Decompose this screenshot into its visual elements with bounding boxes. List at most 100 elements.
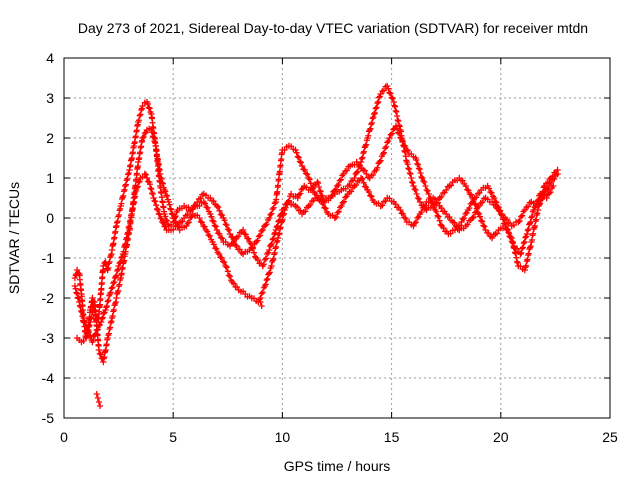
y-tick-label: 2: [46, 130, 54, 146]
x-tick-label: 15: [384, 429, 400, 445]
data-marker: [259, 289, 266, 296]
data-marker: [479, 199, 486, 206]
data-marker: [525, 203, 532, 210]
data-marker: [392, 201, 399, 207]
data-marker: [417, 170, 424, 176]
data-marker: [262, 281, 269, 288]
data-point: [541, 190, 548, 198]
y-tick-label: 3: [46, 90, 54, 106]
data-marker: [125, 170, 132, 177]
data-marker: [392, 107, 399, 114]
data-marker: [136, 178, 143, 185]
data-marker: [186, 208, 193, 215]
data-marker: [481, 223, 488, 230]
data-marker: [527, 243, 534, 250]
data-marker: [272, 245, 279, 252]
data-marker: [92, 330, 99, 337]
data-marker: [104, 298, 111, 305]
data-marker: [85, 328, 92, 335]
data-marker: [414, 214, 421, 221]
data-marker: [520, 208, 527, 215]
data-marker: [396, 122, 403, 129]
data-marker: [399, 210, 406, 217]
data-marker: [268, 210, 275, 217]
data-marker: [260, 284, 267, 291]
data-marker: [375, 98, 382, 105]
data-marker: [311, 189, 318, 196]
data-marker: [152, 138, 158, 145]
data-marker: [519, 244, 526, 251]
data-marker: [247, 240, 254, 247]
data-marker: [316, 187, 323, 194]
data-marker: [269, 206, 276, 213]
data-marker: [168, 210, 175, 217]
data-marker: [209, 217, 216, 224]
data-marker: [108, 318, 115, 325]
data-marker: [205, 195, 212, 202]
data-marker: [226, 273, 233, 280]
data-marker: [188, 213, 195, 220]
data-marker: [310, 197, 317, 204]
data-marker: [336, 188, 343, 195]
y-tick-label: -4: [42, 370, 55, 386]
data-marker: [339, 172, 346, 179]
data-point: [399, 138, 406, 146]
data-marker: [415, 161, 422, 168]
data-marker: [246, 293, 253, 300]
data-marker: [234, 284, 241, 291]
data-marker: [315, 184, 322, 190]
data-point: [333, 182, 341, 190]
data-marker: [128, 212, 135, 219]
data-marker: [130, 144, 137, 151]
data-marker: [144, 100, 151, 107]
data-marker: [397, 134, 404, 141]
data-marker: [221, 217, 228, 224]
data-marker: [370, 171, 377, 178]
data-marker: [262, 222, 269, 229]
data-marker: [146, 181, 153, 188]
data-marker: [187, 214, 194, 221]
data-marker: [408, 175, 415, 181]
data-marker: [230, 280, 237, 287]
data-marker: [459, 177, 466, 184]
data-point: [416, 198, 424, 206]
data-marker: [478, 217, 485, 224]
data-marker: [219, 212, 226, 219]
data-point: [458, 218, 465, 226]
data-marker: [538, 196, 545, 203]
data-marker: [158, 175, 165, 182]
data-marker: [520, 240, 527, 247]
data-marker: [468, 199, 475, 206]
x-axis-label: GPS time / hours: [284, 458, 391, 474]
data-marker: [382, 145, 389, 152]
data-marker: [238, 249, 245, 256]
data-marker: [306, 176, 313, 183]
data-marker: [110, 280, 117, 287]
data-marker: [164, 196, 171, 203]
data-marker: [158, 215, 165, 222]
data-point: [159, 218, 166, 226]
data-marker: [204, 204, 211, 211]
data-layer: [71, 82, 561, 409]
data-marker: [526, 199, 533, 206]
data-point: [73, 266, 81, 274]
data-marker: [263, 221, 270, 228]
data-marker: [524, 256, 531, 263]
data-marker: [537, 197, 544, 204]
data-marker: [162, 188, 169, 195]
data-marker: [502, 221, 509, 228]
data-marker: [263, 277, 270, 284]
data-marker: [266, 270, 273, 277]
data-marker: [448, 217, 455, 224]
data-marker: [525, 250, 532, 257]
data-marker: [258, 228, 265, 235]
data-marker: [390, 126, 397, 133]
data-marker: [440, 225, 447, 231]
data-marker: [322, 205, 329, 212]
data-marker: [333, 213, 340, 220]
data-marker: [104, 336, 111, 343]
data-marker: [290, 146, 297, 153]
data-marker: [160, 180, 167, 187]
data-marker: [518, 249, 525, 256]
data-marker: [257, 232, 264, 239]
